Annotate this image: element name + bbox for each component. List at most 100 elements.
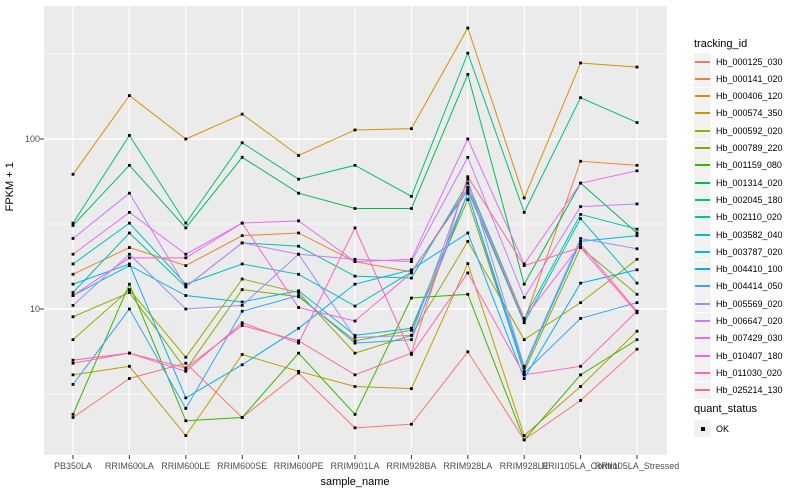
point-marker bbox=[410, 257, 413, 261]
legend-item-label: Hb_001159_080 bbox=[716, 160, 782, 171]
point-marker bbox=[522, 282, 526, 286]
point-marker bbox=[297, 244, 300, 248]
point-marker bbox=[71, 252, 75, 256]
legend-item-label: Hb_004410_100 bbox=[716, 264, 783, 275]
point-marker bbox=[410, 194, 413, 198]
point-marker bbox=[353, 412, 357, 416]
point-marker bbox=[297, 154, 300, 157]
point-marker bbox=[353, 385, 357, 388]
point-marker bbox=[240, 241, 244, 245]
legend-key-swatch bbox=[694, 312, 711, 330]
legend-key-line bbox=[695, 60, 710, 63]
point-marker bbox=[522, 434, 526, 438]
point-marker bbox=[128, 377, 131, 380]
point-marker bbox=[71, 373, 75, 377]
point-marker bbox=[71, 291, 75, 294]
legend-item-label: Hb_002045_180 bbox=[716, 194, 783, 205]
point-marker bbox=[353, 333, 357, 337]
point-marker bbox=[353, 339, 357, 343]
point-marker bbox=[635, 292, 639, 296]
point-marker bbox=[522, 317, 526, 320]
point-marker bbox=[466, 175, 470, 179]
point-marker bbox=[128, 163, 131, 167]
legend-key-line bbox=[695, 354, 710, 357]
point-marker bbox=[522, 296, 526, 299]
point-marker bbox=[466, 350, 470, 354]
point-marker bbox=[466, 188, 470, 192]
point-marker bbox=[353, 260, 357, 264]
point-marker bbox=[466, 292, 470, 296]
legend-key-line bbox=[695, 371, 710, 374]
legend-item-Hb_000406_120: Hb_000406_120 bbox=[694, 87, 783, 105]
legend-item-label: Hb_005569_020 bbox=[716, 298, 783, 309]
legend-item-label: Hb_000125_030 bbox=[716, 56, 783, 67]
point-marker bbox=[128, 291, 131, 294]
point-marker bbox=[579, 364, 582, 368]
point-marker bbox=[635, 169, 639, 173]
point-marker bbox=[184, 264, 188, 268]
legend-key-swatch bbox=[694, 226, 711, 243]
point-marker bbox=[635, 329, 639, 333]
point-marker bbox=[635, 257, 639, 261]
legend-key-swatch bbox=[694, 329, 711, 347]
point-marker bbox=[184, 361, 188, 365]
point-marker bbox=[297, 219, 300, 223]
point-marker bbox=[410, 328, 413, 332]
point-marker bbox=[240, 234, 244, 238]
x-tick-label-RRIM928BA: RRIM928BA bbox=[386, 461, 437, 471]
point-marker bbox=[184, 226, 188, 230]
point-marker bbox=[128, 262, 131, 266]
point-marker bbox=[71, 272, 75, 276]
point-marker bbox=[353, 336, 357, 339]
legend-key-line bbox=[695, 95, 710, 98]
point-marker bbox=[71, 383, 75, 386]
point-marker bbox=[71, 338, 75, 342]
legend-key-line bbox=[695, 147, 710, 149]
point-marker bbox=[466, 262, 470, 265]
point-marker bbox=[579, 239, 582, 243]
legend-item-label: Hb_000574_350 bbox=[716, 108, 783, 119]
point-marker bbox=[353, 257, 357, 261]
point-marker bbox=[353, 351, 357, 355]
point-marker bbox=[466, 181, 470, 185]
legend-item-Hb_002045_180: Hb_002045_180 bbox=[694, 191, 783, 209]
point-marker bbox=[522, 196, 526, 200]
x-axis-title: sample_name bbox=[320, 476, 390, 488]
point-marker bbox=[579, 217, 582, 221]
point-marker bbox=[579, 301, 582, 305]
legend-key-line bbox=[695, 268, 710, 271]
point-marker bbox=[522, 364, 526, 368]
legend-item-Hb_005569_020: Hb_005569_020 bbox=[694, 295, 783, 313]
point-marker bbox=[71, 262, 75, 266]
point-marker bbox=[579, 317, 582, 320]
legend-key-swatch bbox=[694, 70, 711, 88]
legend-key-line bbox=[695, 302, 710, 305]
x-tick-label-RRIM600SE: RRIM600SE bbox=[217, 461, 268, 471]
point-marker bbox=[579, 242, 582, 246]
point-marker bbox=[128, 307, 131, 311]
legend-item-Hb_000141_020: Hb_000141_020 bbox=[694, 70, 783, 88]
point-marker bbox=[297, 231, 300, 235]
point-marker bbox=[184, 396, 188, 400]
point-marker bbox=[240, 277, 244, 281]
legend-item-label: Hb_001314_020 bbox=[716, 177, 783, 188]
legend-key-swatch bbox=[694, 208, 711, 226]
point-marker bbox=[579, 159, 582, 163]
point-marker bbox=[128, 94, 131, 98]
legend-key-swatch bbox=[694, 260, 711, 278]
point-marker bbox=[522, 438, 526, 442]
legend-item-label: Hb_004414_050 bbox=[716, 281, 783, 292]
point-marker bbox=[71, 358, 75, 362]
legend-item-label: Hb_011030_020 bbox=[716, 367, 782, 378]
legend-key-line bbox=[695, 285, 710, 288]
point-marker bbox=[353, 341, 357, 345]
point-marker bbox=[635, 227, 639, 231]
point-marker bbox=[71, 282, 75, 286]
point-marker bbox=[466, 191, 470, 195]
legend-item-label: Hb_003787_020 bbox=[716, 246, 783, 257]
point-marker bbox=[353, 282, 357, 286]
point-marker bbox=[635, 347, 639, 351]
point-marker bbox=[522, 371, 526, 375]
point-marker bbox=[297, 351, 300, 355]
point-marker bbox=[410, 260, 413, 264]
